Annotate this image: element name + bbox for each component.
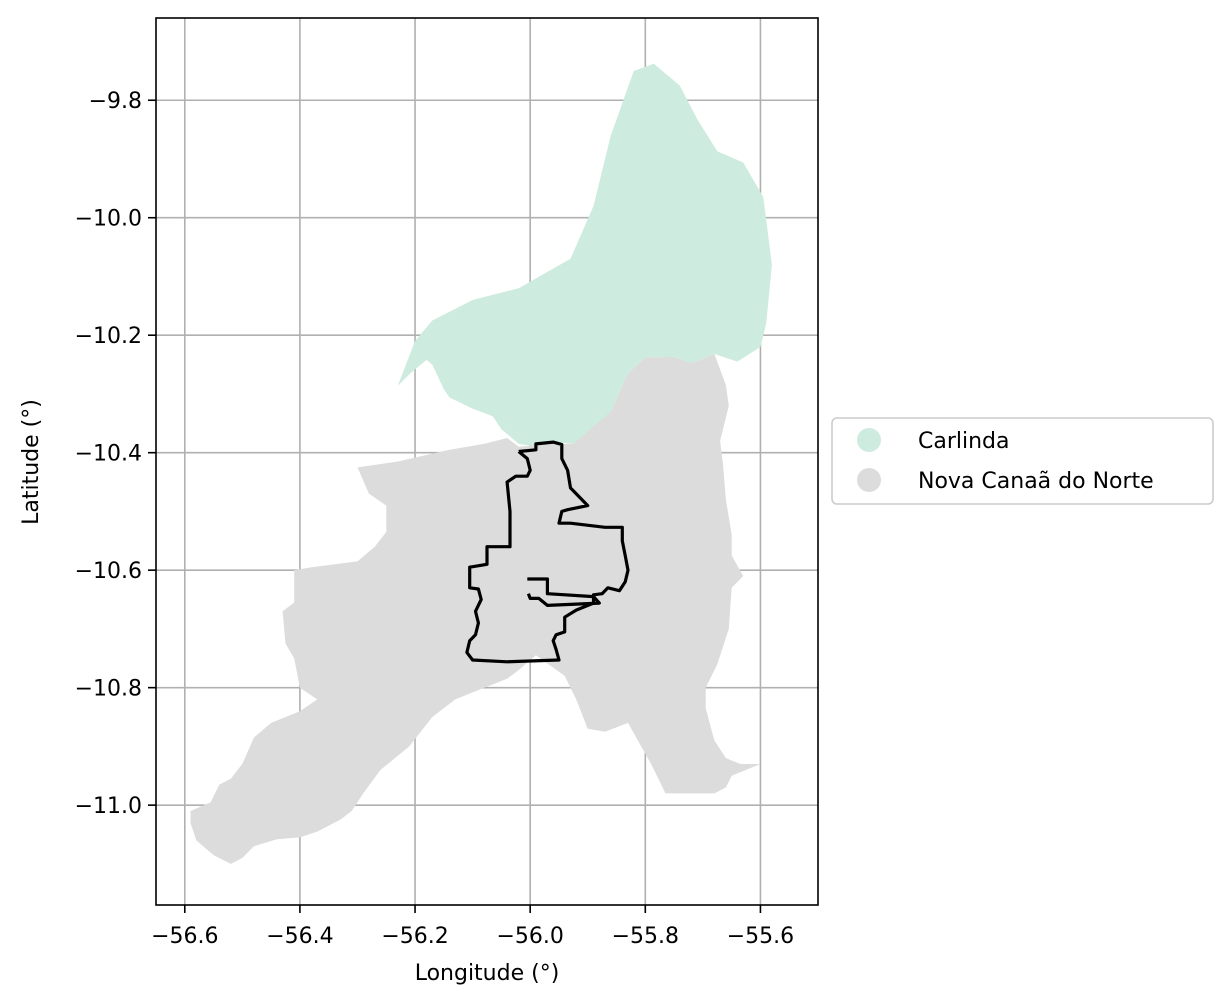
x-tick-label: −55.8: [612, 924, 679, 949]
plot-area: −56.6 −56.4 −56.2 −56.0 −55.8 −55.6 −9.8 −10.0 −…: [75, 17, 819, 949]
legend-marker-carlinda: [857, 428, 881, 452]
boundary-lines: [465, 440, 630, 664]
legend-label-carlinda: Carlinda: [918, 429, 1010, 454]
outlined-area-inner: [526, 577, 601, 607]
x-tick-label: −56.6: [151, 924, 218, 949]
legend: Carlinda Nova Canaã do Norte: [831, 417, 1214, 505]
region-polygons: [190, 63, 772, 864]
x-axis-title: Longitude (°): [415, 961, 560, 986]
y-axis-title: Latitude (°): [19, 399, 44, 525]
y-tick-label: −10.4: [75, 442, 142, 467]
y-tick-label: −10.0: [75, 207, 142, 232]
x-tick-label: −56.4: [266, 924, 333, 949]
legend-marker-nova-canaa: [857, 468, 881, 492]
x-tick-label: −55.6: [727, 924, 794, 949]
x-tick-label: −56.0: [496, 924, 563, 949]
y-tick-label: −11.0: [75, 794, 142, 819]
y-tick-label: −9.8: [89, 89, 142, 114]
axis-ticks: −56.6 −56.4 −56.2 −56.0 −55.8 −55.6 −9.8 −10.0 −…: [75, 89, 795, 949]
outlined-area: [465, 440, 630, 664]
region-carlinda: [397, 63, 772, 447]
y-tick-label: −10.8: [75, 677, 142, 702]
x-tick-label: −56.2: [381, 924, 448, 949]
axes-frame: [155, 17, 819, 906]
y-tick-label: −10.2: [75, 324, 142, 349]
y-tick-label: −10.6: [75, 559, 142, 584]
legend-frame: [831, 417, 1214, 505]
legend-label-nova-canaa: Nova Canaã do Norte: [918, 469, 1154, 494]
